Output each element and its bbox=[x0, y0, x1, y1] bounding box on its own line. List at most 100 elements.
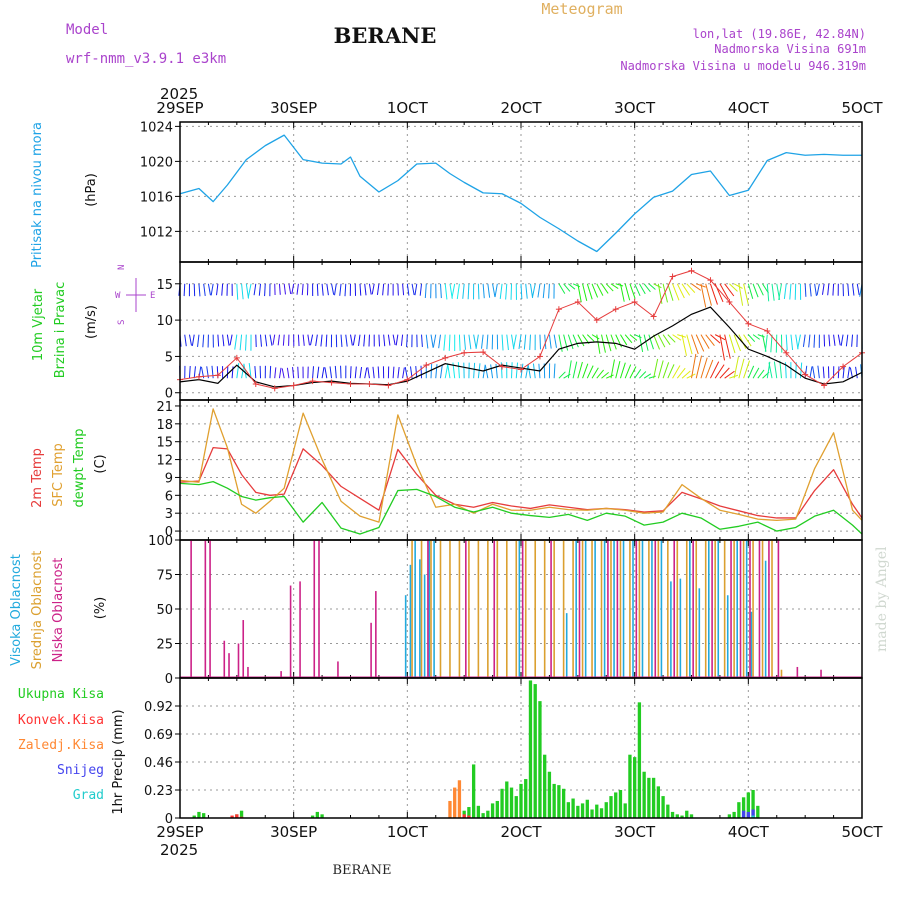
wind-barb bbox=[484, 365, 489, 379]
wind-barb bbox=[629, 334, 638, 341]
time-tick-bottom: 2OCT bbox=[501, 823, 543, 841]
wind-barb bbox=[473, 334, 477, 349]
wind-barb bbox=[657, 334, 666, 348]
direction-s-label: S bbox=[117, 320, 127, 325]
wind-barb bbox=[809, 283, 812, 297]
direction-w-label: W bbox=[115, 291, 121, 301]
gust-marker bbox=[233, 354, 240, 361]
wind-barb bbox=[247, 283, 252, 298]
wind-barb bbox=[358, 334, 361, 347]
total-precip-bar bbox=[552, 783, 556, 818]
wind-barb bbox=[686, 283, 696, 293]
wind-barb bbox=[619, 283, 625, 302]
total-precip-bar bbox=[670, 811, 675, 818]
temp-unit: (C) bbox=[93, 454, 108, 473]
wind-barb bbox=[447, 363, 451, 379]
wind-barb bbox=[615, 360, 621, 379]
wind-barb bbox=[325, 334, 328, 347]
gust-marker bbox=[442, 354, 449, 361]
wind-barb bbox=[274, 367, 277, 379]
wind-barb bbox=[378, 334, 380, 347]
wind-barb bbox=[420, 365, 423, 379]
total-precip-bar bbox=[637, 702, 642, 818]
y-tick-label: 3 bbox=[165, 507, 173, 522]
wind-barb bbox=[586, 334, 595, 342]
wind-barb bbox=[643, 373, 652, 379]
wind-barb bbox=[586, 283, 593, 300]
gust-marker bbox=[385, 382, 392, 389]
wind-barb bbox=[783, 283, 787, 300]
total-precip-bar bbox=[737, 802, 741, 818]
wind-barb bbox=[364, 367, 368, 379]
y-tick-label: 1016 bbox=[140, 190, 173, 205]
wind-barb bbox=[236, 363, 240, 379]
wind-barb bbox=[392, 334, 396, 346]
wind-barb bbox=[278, 367, 282, 379]
time-tick-bottom: 1OCT bbox=[387, 823, 429, 841]
total-precip-bar bbox=[320, 814, 324, 818]
wind-barb bbox=[207, 283, 211, 296]
gust-marker bbox=[574, 298, 581, 305]
wind-barb bbox=[832, 283, 835, 296]
gust-marker bbox=[499, 363, 506, 370]
wind-barb bbox=[296, 283, 299, 295]
conv-precip-bar bbox=[230, 815, 234, 818]
total-precip-bar bbox=[533, 684, 537, 818]
wind-barb bbox=[747, 365, 755, 379]
wind-barb bbox=[191, 334, 195, 346]
wind-barb bbox=[785, 334, 788, 351]
wind-barb bbox=[297, 366, 299, 379]
legend-conv-precip: Konvek.Kisa bbox=[18, 713, 104, 728]
gust-marker bbox=[764, 328, 771, 334]
wind-barb bbox=[634, 334, 642, 339]
gust-marker bbox=[631, 298, 638, 305]
wind-barb bbox=[444, 363, 449, 379]
wind-barb bbox=[382, 283, 385, 296]
wind-barb bbox=[421, 334, 423, 347]
wind-barb bbox=[188, 365, 191, 379]
y-tick-label: 0 bbox=[165, 812, 173, 827]
gust-marker bbox=[612, 306, 619, 313]
wind-barb bbox=[520, 283, 523, 300]
wind-barb bbox=[634, 369, 642, 379]
time-tick-top: 5OCT bbox=[842, 99, 884, 117]
total-precip-bar bbox=[514, 796, 518, 818]
total-precip-bar bbox=[618, 790, 623, 818]
wind-panel: 15 10 5 0 bbox=[156, 261, 865, 402]
wind-barb bbox=[188, 334, 193, 346]
wind-barb bbox=[563, 283, 571, 292]
total-precip-bar bbox=[557, 785, 561, 818]
wind-barb bbox=[198, 283, 201, 297]
gust-marker bbox=[536, 353, 543, 360]
y-tick-label: 0 bbox=[165, 525, 173, 540]
wind-barb bbox=[653, 334, 661, 350]
wind-barb bbox=[662, 362, 670, 379]
wind-barb bbox=[501, 334, 504, 351]
snow-bar bbox=[741, 810, 746, 818]
wind-barb bbox=[643, 334, 649, 351]
wind-barb bbox=[596, 283, 604, 296]
wind-barb bbox=[738, 283, 744, 306]
wind-barb bbox=[468, 334, 472, 350]
wind-barb bbox=[724, 283, 735, 297]
wind-barb bbox=[320, 334, 323, 347]
total-precip-bar bbox=[599, 808, 604, 818]
time-tick-top: 4OCT bbox=[728, 99, 770, 117]
gust-marker bbox=[802, 371, 809, 378]
total-precip-bar bbox=[614, 792, 618, 818]
time-tick-top: 2OCT bbox=[501, 99, 543, 117]
total-precip-bar bbox=[689, 814, 694, 818]
wind-barb bbox=[548, 334, 552, 349]
wind-barb bbox=[487, 283, 491, 298]
total-precip-bar bbox=[751, 790, 755, 818]
total-precip-bar bbox=[675, 814, 679, 818]
wind-barb bbox=[404, 367, 408, 379]
wind-barb bbox=[691, 334, 699, 355]
wind-barb bbox=[321, 283, 324, 296]
wind-barb bbox=[648, 283, 656, 290]
wind-barb bbox=[387, 334, 391, 346]
wind-barb bbox=[709, 283, 718, 305]
wind-barb bbox=[525, 283, 528, 299]
wind-barb bbox=[808, 334, 811, 348]
wind-barb bbox=[216, 283, 219, 296]
